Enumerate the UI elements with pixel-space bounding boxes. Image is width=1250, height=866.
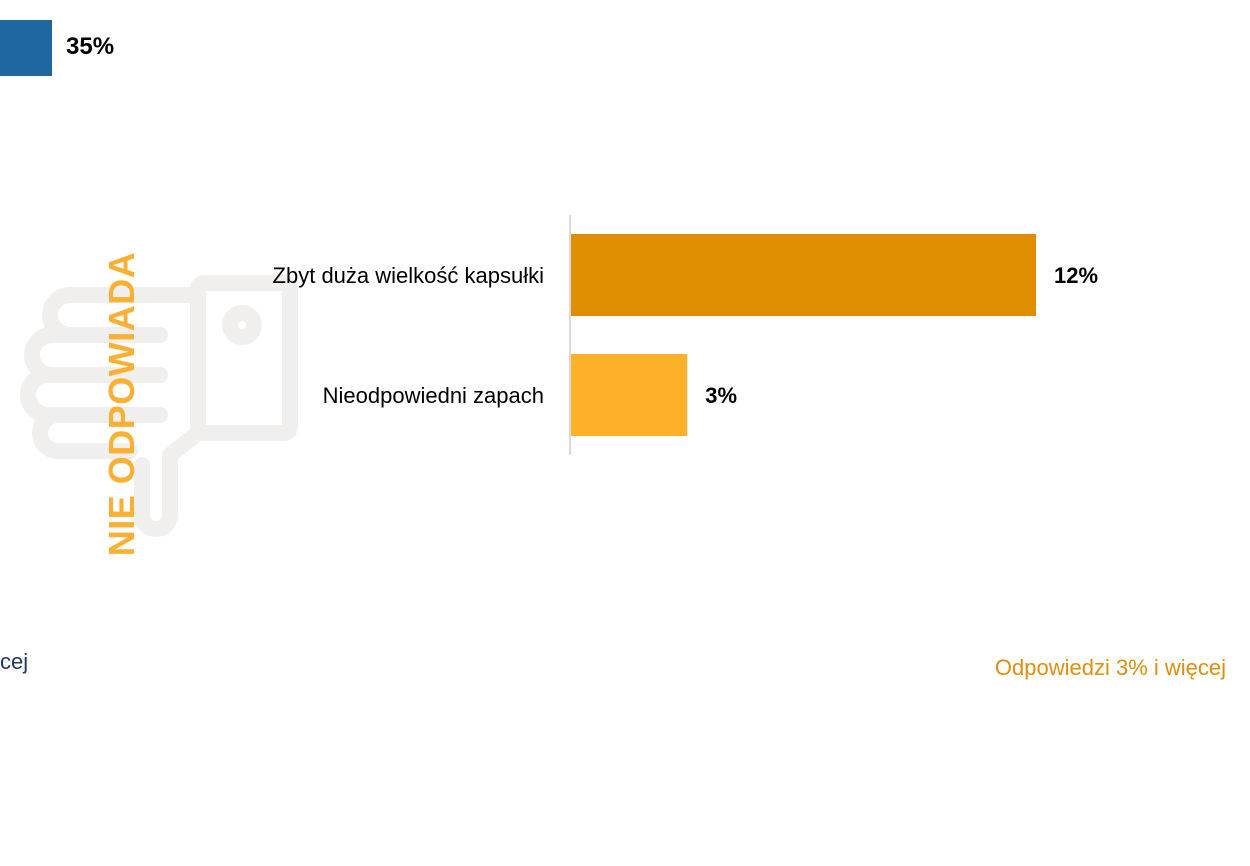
bar-1 [571, 234, 1036, 316]
partial-bar [0, 20, 52, 76]
value-label-1: 12% [1054, 263, 1098, 288]
value-label-2: 3% [705, 383, 737, 408]
thumbs-down-icon [20, 275, 298, 537]
partial-value-label: 35% [66, 33, 115, 60]
footnote-right: Odpowiedzi 3% i więcej [994, 655, 1226, 680]
category-label-1: Zbyt duża wielkość kapsułki [273, 263, 544, 288]
footnote-left: cej [0, 649, 29, 674]
category-label-2: Nieodpowiedni zapach [323, 383, 544, 408]
bar-2 [571, 354, 688, 436]
